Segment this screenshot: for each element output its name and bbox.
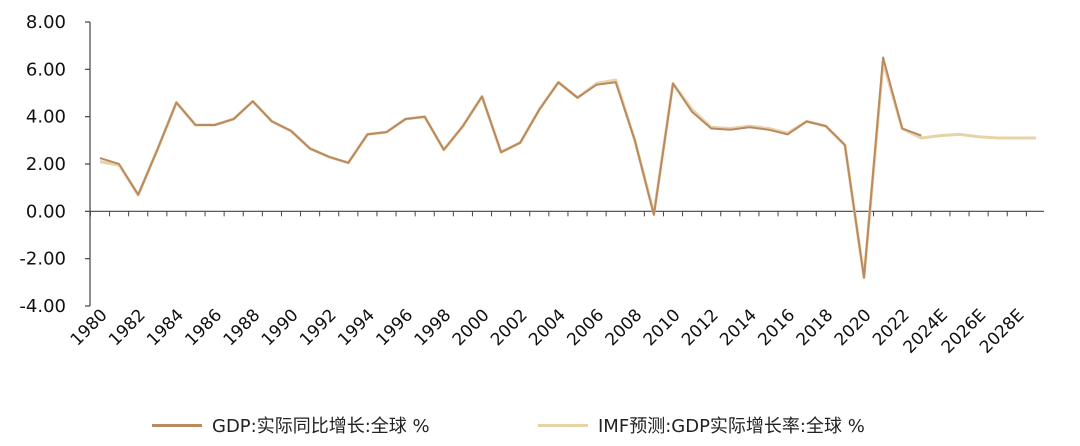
y-tick-label: 4.00 — [26, 107, 66, 128]
x-tick-label: 2010 — [640, 305, 685, 350]
x-tick-label: 1990 — [258, 305, 303, 350]
y-tick-label: -2.00 — [19, 249, 66, 270]
x-tick-label: 2012 — [678, 305, 723, 350]
legend-swatch-gdp — [152, 423, 202, 427]
y-tick-label: 6.00 — [26, 59, 66, 80]
y-tick-label: 2.00 — [26, 154, 66, 175]
x-tick-label: 1982 — [105, 305, 150, 350]
series-layer — [99, 56, 1036, 280]
x-tick-label: 2000 — [449, 305, 494, 350]
y-tick-label: 0.00 — [26, 201, 66, 222]
x-tick-label: 1988 — [220, 305, 265, 350]
legend: GDP:实际同比增长:全球 % IMF预测:GDP实际增长率:全球 % — [0, 404, 1080, 444]
x-tick-label: 1998 — [411, 305, 456, 350]
series-line-gdp — [99, 56, 922, 279]
y-tick-label: -4.00 — [19, 296, 66, 317]
legend-item-imf: IMF预测:GDP实际增长率:全球 % — [538, 412, 865, 438]
x-tick-label: 2002 — [487, 305, 532, 350]
series-line-imf — [99, 60, 1036, 280]
x-tick-label: 1996 — [372, 305, 417, 350]
x-tick-label: 1980 — [67, 305, 112, 350]
line-chart: 8.006.004.002.000.00-2.00-4.00 198019821… — [19, 12, 1044, 358]
x-tick-label: 2014 — [716, 305, 761, 350]
legend-label-imf: IMF预测:GDP实际增长率:全球 % — [598, 416, 865, 437]
x-tick-label: 1984 — [143, 305, 188, 350]
x-axis-ticks: 1980198219841986198819901992199419961998… — [67, 211, 1028, 358]
x-tick-label: 2008 — [602, 305, 647, 350]
y-tick-label: 8.00 — [26, 12, 66, 33]
legend-label-gdp: GDP:实际同比增长:全球 % — [212, 416, 430, 437]
x-tick-label: 1994 — [334, 305, 379, 350]
x-tick-label: 2004 — [525, 305, 570, 350]
x-tick-label: 2006 — [563, 305, 608, 350]
axes — [89, 22, 1044, 306]
x-tick-label: 1986 — [181, 305, 226, 350]
x-tick-label: 2016 — [754, 305, 799, 350]
legend-swatch-imf — [538, 423, 588, 427]
x-tick-label: 2020 — [831, 305, 876, 350]
legend-item-gdp: GDP:实际同比增长:全球 % — [152, 412, 430, 438]
x-tick-label: 2018 — [793, 305, 838, 350]
x-tick-label: 1992 — [296, 305, 341, 350]
y-axis-ticks: 8.00 6.00 4.00 2.00 0.00 -2.00 -4.00 — [19, 12, 90, 317]
